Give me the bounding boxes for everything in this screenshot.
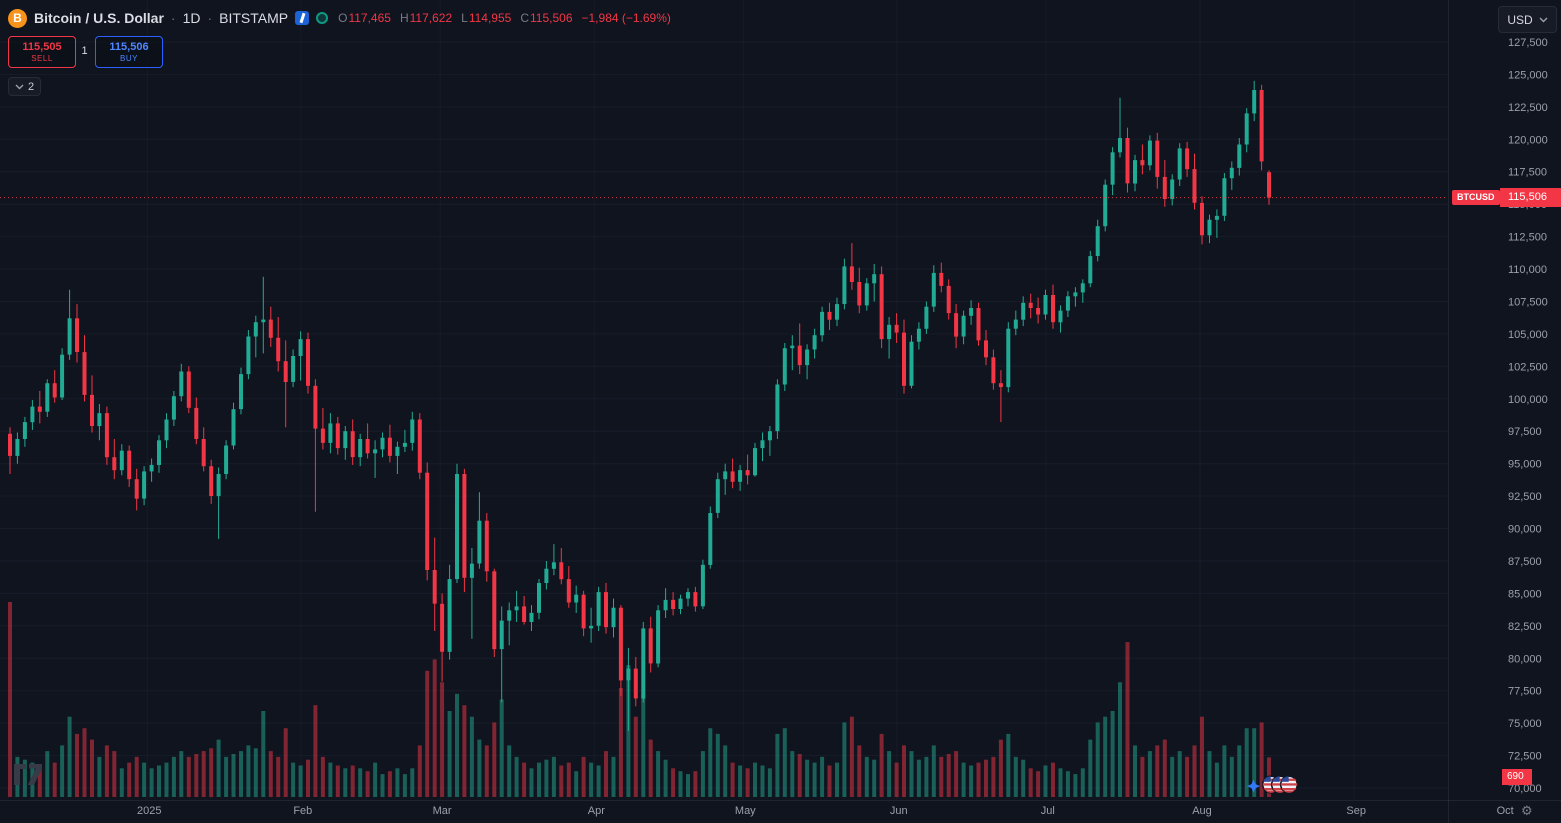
symbol-header: B Bitcoin / U.S. Dollar · 1D · BITSTAMP … xyxy=(8,7,671,29)
svg-text:Feb: Feb xyxy=(293,805,312,817)
svg-text:105,000: 105,000 xyxy=(1508,329,1548,341)
sparkle-icon xyxy=(1246,779,1261,793)
svg-text:Sep: Sep xyxy=(1346,805,1366,817)
exchange-label[interactable]: BITSTAMP xyxy=(219,10,289,26)
chevron-down-icon xyxy=(15,84,24,89)
separator-dot: · xyxy=(207,10,213,26)
symbol-price-chip: BTCUSD xyxy=(1452,190,1500,206)
change-value: −1,984 (−1.69%) xyxy=(581,11,671,25)
candles xyxy=(8,80,1271,731)
svg-text:90,000: 90,000 xyxy=(1508,524,1542,536)
close-label: C xyxy=(520,11,529,25)
symbol-title[interactable]: Bitcoin / U.S. Dollar xyxy=(34,10,164,26)
market-status-icon xyxy=(316,12,329,24)
svg-text:77,500: 77,500 xyxy=(1508,686,1542,698)
svg-text:122,500: 122,500 xyxy=(1508,102,1548,114)
object-tree-button[interactable]: 2 xyxy=(8,77,42,96)
sell-button[interactable]: 115,505 SELL xyxy=(8,36,76,68)
flag-icon xyxy=(1279,775,1299,794)
price-axis[interactable] xyxy=(1448,0,1561,800)
low-label: L xyxy=(461,11,468,25)
gear-icon[interactable]: ⚙ xyxy=(1521,803,1533,818)
volume-bars xyxy=(8,602,1271,798)
svg-text:97,500: 97,500 xyxy=(1508,426,1542,438)
currency-label: USD xyxy=(1507,12,1533,27)
sell-label: SELL xyxy=(31,54,53,63)
svg-text:102,500: 102,500 xyxy=(1508,361,1548,373)
high-label: H xyxy=(399,11,409,25)
svg-text:120,000: 120,000 xyxy=(1508,134,1548,146)
svg-text:125,000: 125,000 xyxy=(1508,69,1548,81)
svg-text:70,000: 70,000 xyxy=(1508,783,1542,795)
svg-text:72,500: 72,500 xyxy=(1508,751,1542,763)
separator-dot: · xyxy=(170,10,176,26)
svg-text:Jun: Jun xyxy=(890,805,908,817)
svg-text:112,500: 112,500 xyxy=(1508,232,1547,244)
buy-price: 115,506 xyxy=(109,41,149,53)
svg-text:75,000: 75,000 xyxy=(1508,718,1542,730)
svg-text:85,000: 85,000 xyxy=(1508,588,1542,600)
interval-label[interactable]: 1D xyxy=(182,10,201,26)
time-axis-labels: 2025 Feb Mar Apr May Jun Jul Aug Sep Oct xyxy=(137,805,1514,817)
sell-price: 115,505 xyxy=(22,41,62,53)
exchange-logo-icon xyxy=(295,11,310,25)
svg-text:95,000: 95,000 xyxy=(1508,459,1542,471)
tradingview-logo xyxy=(14,764,42,785)
svg-text:110,000: 110,000 xyxy=(1508,264,1547,276)
high-value: 117,622 xyxy=(409,11,453,25)
svg-text:Oct: Oct xyxy=(1497,805,1514,817)
grid xyxy=(0,0,1448,800)
svg-text:Jul: Jul xyxy=(1041,805,1055,817)
svg-text:80,000: 80,000 xyxy=(1508,653,1542,665)
current-price-tag: 115,506 xyxy=(1500,188,1561,208)
buy-button[interactable]: 115,506 BUY xyxy=(95,36,163,68)
svg-text:2025: 2025 xyxy=(137,805,161,817)
currency-button[interactable]: USD xyxy=(1498,6,1557,33)
ohlc-readout: O117,465 H117,622 L114,955 C115,506 −1,9… xyxy=(338,11,671,25)
open-label: O xyxy=(338,11,348,25)
svg-text:92,500: 92,500 xyxy=(1508,491,1542,503)
chevron-down-icon xyxy=(1539,17,1548,22)
svg-text:107,500: 107,500 xyxy=(1508,297,1548,309)
svg-text:Aug: Aug xyxy=(1192,805,1212,817)
price-axis-labels: 70,000 72,500 75,000 77,500 80,000 82,500 85,0… xyxy=(1508,37,1548,795)
svg-text:127,500: 127,500 xyxy=(1508,37,1548,49)
svg-text:Apr: Apr xyxy=(588,805,605,817)
object-tree-count: 2 xyxy=(28,80,35,93)
order-quantity[interactable]: 1 xyxy=(81,45,88,57)
low-value: 114,955 xyxy=(468,11,512,25)
svg-text:87,500: 87,500 xyxy=(1508,556,1542,568)
close-value: 115,506 xyxy=(530,11,573,25)
svg-text:117,500: 117,500 xyxy=(1508,167,1547,179)
svg-text:Mar: Mar xyxy=(433,805,452,817)
bitcoin-icon: B xyxy=(8,8,27,28)
event-flag-icons[interactable] xyxy=(1246,775,1299,794)
buy-label: BUY xyxy=(120,54,138,63)
svg-text:100,000: 100,000 xyxy=(1508,394,1548,406)
current-volume-tag: 690 xyxy=(1502,769,1532,785)
time-axis[interactable] xyxy=(0,800,1561,823)
svg-text:82,500: 82,500 xyxy=(1508,621,1542,633)
svg-text:May: May xyxy=(735,805,756,817)
open-value: 117,465 xyxy=(348,11,391,25)
